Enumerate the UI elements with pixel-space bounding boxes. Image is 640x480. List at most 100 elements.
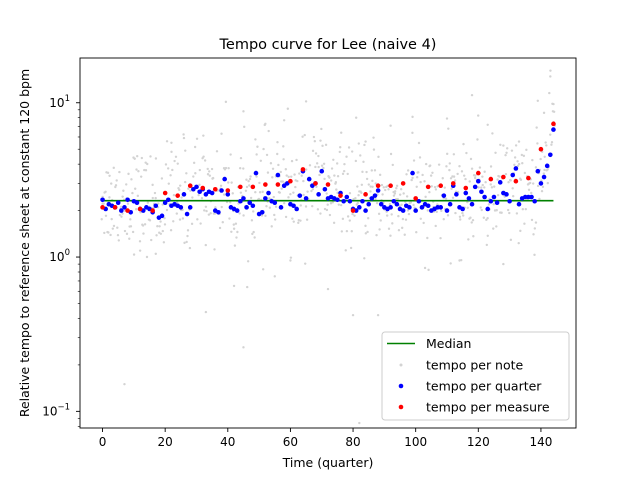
quarter-point [184, 211, 190, 217]
note-point [265, 205, 268, 208]
note-point [521, 208, 525, 211]
note-point [372, 148, 376, 151]
note-point [346, 215, 350, 218]
note-point [466, 200, 469, 204]
note-point [480, 186, 483, 189]
note-point [254, 191, 257, 194]
note-point [357, 142, 360, 145]
legend-measure-label: tempo per measure [426, 400, 550, 415]
note-point [245, 185, 249, 189]
note-point [516, 160, 519, 163]
note-point [229, 201, 232, 204]
note-point [135, 154, 139, 158]
measure-point [100, 205, 105, 210]
legend: Median tempo per note tempo per quarter … [381, 331, 570, 421]
note-point [500, 211, 503, 214]
measure-point [463, 185, 469, 191]
quarter-point [504, 192, 509, 197]
note-point [348, 192, 352, 195]
quarter-point [187, 205, 193, 210]
note-point [335, 188, 338, 191]
quarter-point [122, 205, 127, 210]
note-point [304, 205, 308, 208]
note-point [504, 153, 507, 157]
note-point [332, 158, 335, 162]
note-point [335, 162, 339, 165]
note-point [550, 140, 554, 144]
note-point [145, 255, 149, 259]
note-point [458, 215, 462, 218]
note-point [541, 185, 545, 189]
note-point [102, 202, 105, 205]
note-point [272, 195, 275, 199]
note-point [304, 100, 308, 103]
note-point [431, 171, 434, 175]
note-point [308, 164, 312, 167]
measure-point [288, 178, 293, 184]
note-point [118, 170, 121, 174]
note-point [515, 212, 519, 215]
note-point [211, 176, 215, 180]
note-point [267, 129, 270, 133]
note-point [504, 172, 508, 176]
note-point [291, 217, 294, 220]
measure-point [112, 205, 118, 210]
quarter-point [472, 184, 478, 190]
note-point [329, 179, 333, 182]
measure-point [200, 185, 206, 191]
note-point [409, 201, 413, 204]
quarter-point [360, 198, 365, 204]
note-point [485, 243, 489, 247]
note-point [144, 169, 148, 172]
quarter-point [153, 203, 159, 209]
note-point [386, 184, 389, 188]
note-point [481, 183, 484, 187]
note-point [131, 230, 135, 234]
note-point [116, 226, 119, 229]
quarter-point [485, 206, 491, 212]
quarter-point [388, 205, 393, 210]
note-point [364, 140, 367, 143]
note-point [462, 214, 465, 217]
note-point [254, 138, 257, 141]
note-point [331, 201, 334, 204]
note-point [471, 218, 475, 222]
note-point [178, 188, 181, 192]
quarter-point [166, 197, 171, 203]
note-point [495, 225, 498, 228]
measure-point [513, 178, 519, 184]
note-point [546, 168, 549, 171]
note-point [232, 284, 236, 288]
note-point [266, 171, 270, 174]
note-point [273, 218, 277, 221]
note-point [388, 202, 392, 206]
note-point [462, 142, 465, 146]
note-point [509, 238, 513, 242]
note-point [317, 154, 320, 158]
note-point [172, 220, 175, 223]
quarter-point [372, 193, 378, 198]
tempo-per-measure-series [100, 121, 556, 213]
note-point [255, 175, 258, 178]
note-point [233, 244, 237, 247]
note-point [332, 221, 336, 225]
note-point [502, 144, 505, 147]
note-point [483, 186, 486, 189]
note-point [250, 219, 254, 222]
quarter-point [238, 198, 243, 204]
note-point [123, 382, 126, 386]
note-point [268, 197, 271, 200]
note-point [273, 213, 276, 217]
note-point [303, 133, 306, 137]
note-point [264, 122, 267, 126]
note-point [532, 182, 535, 185]
note-point [281, 180, 284, 183]
quarter-point [100, 197, 105, 203]
note-point [245, 178, 248, 181]
note-point [492, 227, 495, 230]
note-point [470, 167, 474, 170]
note-point [183, 241, 186, 245]
note-point [396, 197, 399, 201]
note-point [339, 146, 342, 149]
note-point [323, 207, 327, 211]
